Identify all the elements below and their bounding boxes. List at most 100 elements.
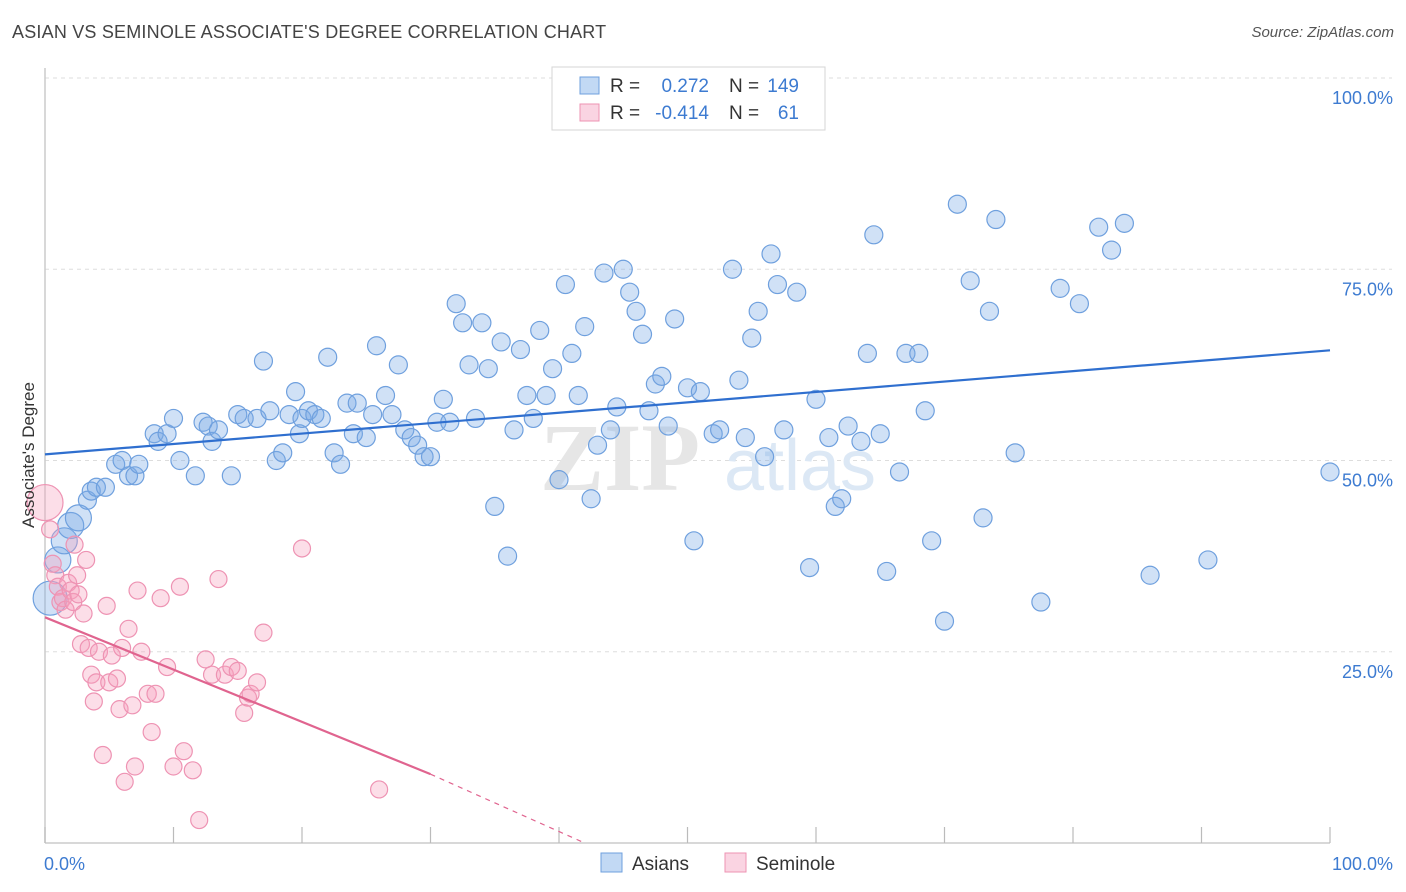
asian-point-66 xyxy=(491,332,511,352)
asian-point-86 xyxy=(620,282,640,302)
seminole-point-29 xyxy=(115,772,134,791)
seminole-point-7 xyxy=(56,600,75,619)
asian-point-119 xyxy=(877,561,897,582)
seminole-point-13 xyxy=(69,585,88,604)
legend-bottom-swatch-asian xyxy=(600,852,623,873)
seminole-point-47 xyxy=(209,569,228,589)
asian-point-93 xyxy=(665,309,685,329)
seminole-trend-line xyxy=(44,616,431,776)
chart-title: ASIAN VS SEMINOLE ASSOCIATE'S DEGREE COR… xyxy=(12,22,607,42)
asian-point-39 xyxy=(318,347,338,367)
asian-point-20 xyxy=(193,412,213,432)
y-tick-label-3: 100.0% xyxy=(1332,88,1393,108)
asian-point-53 xyxy=(408,435,428,455)
asian-point-131 xyxy=(1005,443,1025,463)
asian-point-13 xyxy=(129,454,149,474)
asian-point-124 xyxy=(922,531,942,551)
asian-point-126 xyxy=(947,194,967,214)
asian-point-40 xyxy=(324,443,344,463)
asian-point-91 xyxy=(652,366,672,386)
asian-point-17 xyxy=(163,408,184,429)
asian-point-64 xyxy=(478,359,498,379)
asian-point-95 xyxy=(684,531,704,551)
asian-point-111 xyxy=(819,427,839,448)
asian-point-65 xyxy=(485,496,505,516)
y-tick-label-0: 25.0% xyxy=(1342,662,1393,682)
seminole-point-40 xyxy=(164,757,183,776)
asian-point-28 xyxy=(253,351,274,371)
grid-lines xyxy=(45,77,1392,653)
asian-point-100 xyxy=(729,370,749,390)
asian-point-23 xyxy=(208,420,229,440)
x-tick-label-0: 0.0% xyxy=(44,854,85,874)
asian-trend-line xyxy=(44,349,1331,456)
asian-point-83 xyxy=(600,420,621,440)
legend-r-label-seminole: R = xyxy=(610,103,640,124)
watermark-atlas: atlas xyxy=(724,426,876,506)
legend-r-value-seminole: -0.414 xyxy=(655,103,709,124)
y-tick-label-1: 50.0% xyxy=(1342,471,1393,491)
asian-point-70 xyxy=(517,385,537,406)
seminole-point-54 xyxy=(247,673,267,692)
seminole-point-11 xyxy=(65,535,84,554)
asian-point-132 xyxy=(1031,592,1051,612)
asian-point-104 xyxy=(754,447,775,467)
asian-point-133 xyxy=(1050,278,1070,298)
chart-source: Source: ZipAtlas.com xyxy=(1251,24,1394,41)
asian-point-33 xyxy=(285,382,306,402)
asian-point-60 xyxy=(453,313,473,333)
asian-point-78 xyxy=(568,385,588,406)
seminole-point-36 xyxy=(142,722,161,742)
legend-r-value-asian: 0.272 xyxy=(661,76,709,97)
asian-point-129 xyxy=(979,301,1000,321)
asian-point-21 xyxy=(198,416,218,436)
seminole-point-25 xyxy=(102,646,121,665)
asian-point-115 xyxy=(851,431,871,451)
asian-point-6 xyxy=(81,481,101,501)
seminole-point-50 xyxy=(228,661,247,680)
asian-point-101 xyxy=(735,427,755,448)
asian-point-105 xyxy=(761,244,781,264)
y-axis-title: Associate's Degree xyxy=(19,382,38,528)
seminole-point-31 xyxy=(123,696,142,715)
asian-point-30 xyxy=(266,450,286,471)
seminole-point-44 xyxy=(190,810,209,830)
legend-bottom-label-asian: Asians xyxy=(632,854,689,875)
seminole-point-38 xyxy=(151,589,170,608)
seminole-point-32 xyxy=(125,757,145,776)
asian-point-135 xyxy=(1089,217,1109,237)
asian-point-69 xyxy=(510,339,531,360)
legend-swatch-seminole xyxy=(579,103,600,122)
legend-n-value-asian: 149 xyxy=(767,76,799,97)
tick-labels: 25.0% 50.0% 75.0% 100.0% 0.0% 100.0% xyxy=(44,88,1393,874)
asian-point-67 xyxy=(498,546,518,566)
asian-point-103 xyxy=(748,301,768,321)
asian-point-47 xyxy=(366,336,387,356)
seminole-point-1 xyxy=(41,520,60,539)
watermark-zip: ZIP xyxy=(540,404,700,511)
asian-point-77 xyxy=(562,343,582,363)
seminole-point-34 xyxy=(132,642,151,661)
asian-point-88 xyxy=(632,324,653,344)
asian-point-99 xyxy=(722,259,743,279)
asian-point-29 xyxy=(260,401,280,421)
seminole-point-12 xyxy=(68,566,87,585)
asian-point-81 xyxy=(587,435,608,455)
asian-point-72 xyxy=(530,320,550,341)
seminole-point-20 xyxy=(87,673,106,692)
seminole-point-30 xyxy=(119,619,138,638)
asian-point-71 xyxy=(523,408,543,429)
asian-point-136 xyxy=(1101,240,1122,260)
asian-point-31 xyxy=(273,443,293,463)
seminole-point-37 xyxy=(146,684,165,703)
asian-point-48 xyxy=(375,385,396,406)
asian-point-107 xyxy=(774,420,794,440)
asian-point-59 xyxy=(446,294,466,314)
seminole-trend-extension xyxy=(430,773,585,844)
seminole-point-46 xyxy=(202,665,222,684)
seminole-point-23 xyxy=(97,596,116,615)
asian-point-2 xyxy=(50,527,78,555)
asian-point-98 xyxy=(710,420,730,440)
legend-r-label-asian: R = xyxy=(610,76,640,97)
